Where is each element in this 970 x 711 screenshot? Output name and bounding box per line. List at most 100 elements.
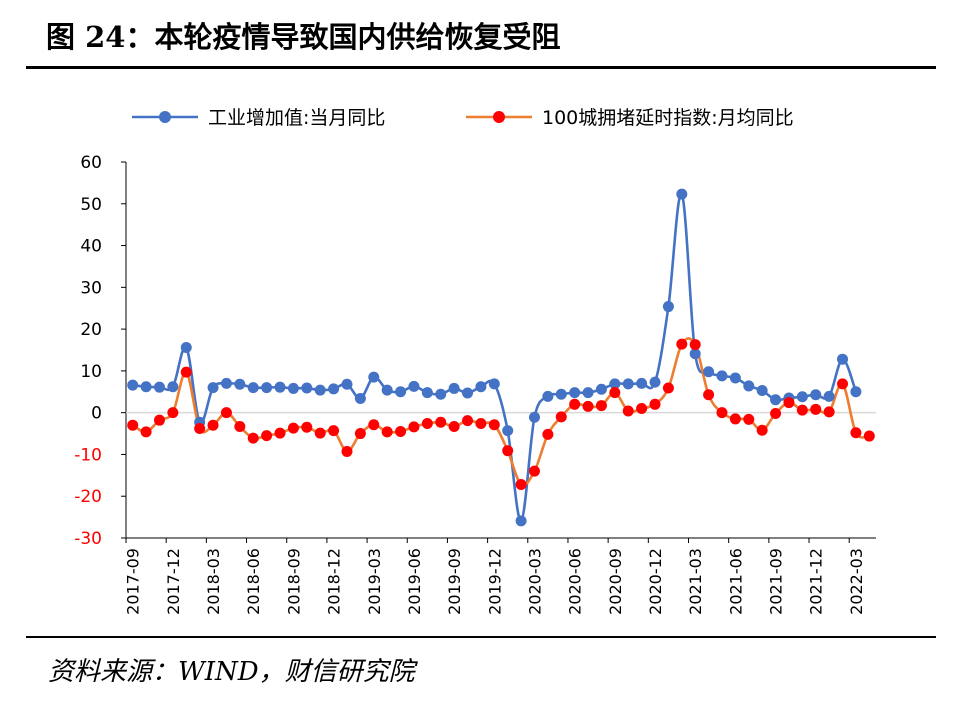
series-1-point bbox=[247, 382, 259, 394]
series-1-point bbox=[475, 381, 487, 393]
series-1-point bbox=[448, 382, 460, 394]
x-tick-label: 2019-09 bbox=[445, 548, 464, 615]
series-1-point bbox=[502, 425, 514, 437]
series-2-point bbox=[421, 418, 433, 430]
series-2-point bbox=[448, 420, 460, 432]
x-tick-label: 2021-12 bbox=[807, 548, 826, 615]
series-2-point bbox=[368, 419, 380, 431]
series-1-point bbox=[636, 377, 648, 389]
x-tick-label: 2020-12 bbox=[646, 548, 665, 615]
series-2-point bbox=[662, 382, 674, 394]
series-1-point bbox=[395, 386, 407, 398]
series-1-point bbox=[649, 376, 661, 388]
series-1-point bbox=[488, 378, 500, 390]
series-1-point bbox=[328, 383, 340, 395]
series-1-point bbox=[274, 381, 286, 393]
y-tick-label: -30 bbox=[74, 529, 102, 549]
legend-label-2: 100城拥堵延时指数:月均同比 bbox=[542, 107, 794, 129]
series-1-point bbox=[140, 381, 152, 393]
series-2-point bbox=[354, 428, 366, 440]
series-1-line bbox=[132, 192, 858, 523]
series-1-point bbox=[689, 348, 701, 360]
series-1-point bbox=[555, 388, 567, 400]
series-2-point bbox=[555, 411, 567, 423]
y-tick-label: 40 bbox=[80, 237, 102, 257]
series-2-point bbox=[261, 430, 273, 442]
series-2-point bbox=[837, 378, 849, 390]
series-2-point bbox=[274, 427, 286, 439]
series-2-point bbox=[301, 421, 313, 433]
series-1-point bbox=[542, 390, 554, 402]
series-1-point bbox=[354, 392, 366, 404]
series-2-point bbox=[167, 407, 179, 419]
series-1-point bbox=[837, 353, 849, 365]
source-note: 资料来源：WIND，财信研究院 bbox=[48, 657, 415, 687]
series-1-point bbox=[622, 378, 634, 390]
series-2-point bbox=[850, 427, 862, 439]
series-2-point bbox=[810, 403, 822, 415]
series-1-point bbox=[729, 372, 741, 384]
series-2-point bbox=[220, 407, 232, 419]
x-axis: 2017-09 2017-12 2018-03 2018-06 2018-09 2018-… bbox=[124, 411, 876, 615]
y-tick-label: 50 bbox=[80, 195, 102, 215]
series-2-point bbox=[140, 426, 152, 438]
series-1-point bbox=[180, 341, 192, 353]
series-1-point bbox=[127, 379, 139, 391]
series-2-point bbox=[796, 404, 808, 416]
series-2-point bbox=[863, 430, 875, 442]
series-2-point bbox=[770, 408, 782, 420]
series-1-point bbox=[756, 385, 768, 397]
series-2-point bbox=[595, 400, 607, 412]
series-2-point bbox=[729, 413, 741, 425]
series-2-point bbox=[756, 424, 768, 436]
y-tick-label: 10 bbox=[80, 362, 102, 382]
y-tick-label: -20 bbox=[74, 487, 102, 507]
series-2-point bbox=[234, 420, 246, 432]
series-2-point bbox=[502, 445, 514, 457]
series-2-point bbox=[127, 419, 139, 431]
y-tick-label: 60 bbox=[80, 153, 102, 173]
legend-marker-1 bbox=[159, 111, 171, 123]
x-tick-label: 2019-06 bbox=[405, 548, 424, 615]
series-1-point bbox=[810, 389, 822, 401]
series-1-point bbox=[528, 411, 540, 423]
x-tick-label: 2019-12 bbox=[485, 548, 504, 615]
x-tick-label: 2018-06 bbox=[244, 548, 263, 615]
series-2-point bbox=[622, 405, 634, 417]
series-1-point bbox=[220, 377, 232, 389]
series-1-point bbox=[595, 383, 607, 395]
series-1-point bbox=[381, 384, 393, 396]
series-1-point bbox=[301, 382, 313, 394]
series-2-point bbox=[475, 418, 487, 430]
x-tick-label: 2019-03 bbox=[365, 548, 384, 615]
series-2-point bbox=[153, 414, 165, 426]
series-2-point bbox=[395, 425, 407, 437]
series-1-point bbox=[421, 387, 433, 399]
top-rule bbox=[26, 66, 936, 69]
x-tick-label: 2020-03 bbox=[525, 548, 544, 615]
series-1-point bbox=[287, 382, 299, 394]
y-axis: 60 50 40 30 20 10 0 -10 -20 -30 bbox=[74, 153, 127, 549]
series-2-point bbox=[783, 397, 795, 409]
series-2-point bbox=[716, 407, 728, 419]
series-2-point bbox=[609, 387, 621, 399]
series-2-point bbox=[823, 406, 835, 418]
series-1-point bbox=[823, 390, 835, 402]
series-1-point bbox=[743, 380, 755, 392]
figure-title: 图 24：本轮疫情导致国内供给恢复受阻 bbox=[46, 20, 561, 54]
series-1-point bbox=[582, 387, 594, 399]
legend-label-1: 工业增加值:当月同比 bbox=[208, 107, 385, 129]
x-tick-label: 2018-03 bbox=[204, 548, 223, 615]
series-2-point bbox=[569, 398, 581, 410]
x-tick-label: 2021-06 bbox=[726, 548, 745, 615]
series-1-point bbox=[770, 394, 782, 406]
series-1-point bbox=[703, 366, 715, 378]
x-tick-label: 2021-03 bbox=[686, 548, 705, 615]
series-1-point bbox=[850, 386, 862, 398]
series-2-point bbox=[528, 465, 540, 477]
series-2-point bbox=[462, 415, 474, 427]
series-2-point bbox=[328, 425, 340, 437]
series-2-point bbox=[341, 446, 353, 458]
x-tick-label: 2017-09 bbox=[124, 548, 143, 615]
series-2-point bbox=[743, 413, 755, 425]
